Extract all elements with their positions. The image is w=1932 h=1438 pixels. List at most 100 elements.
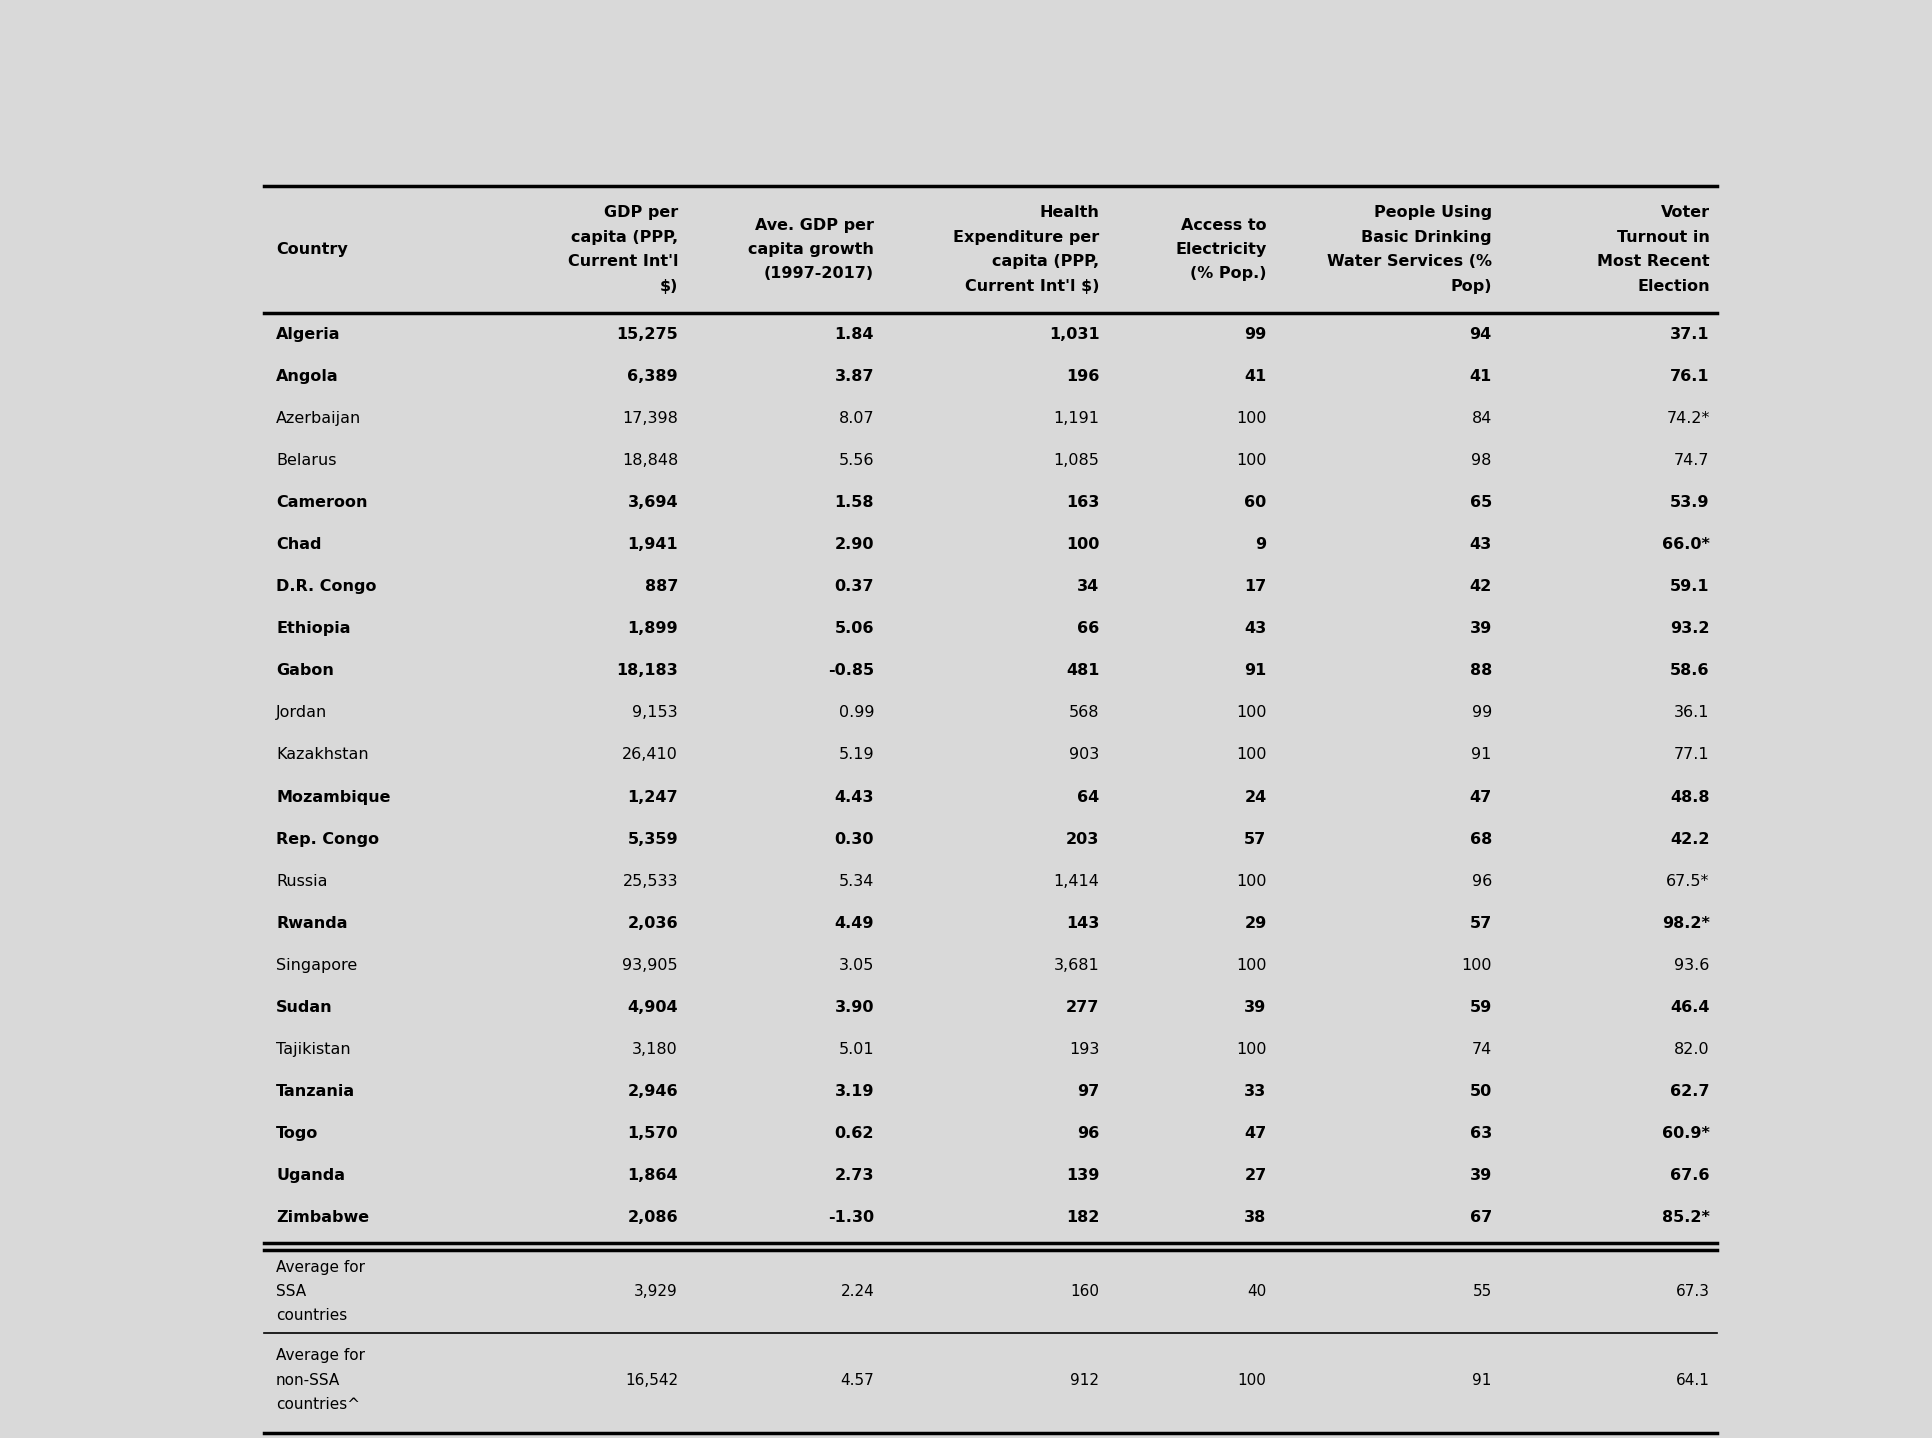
Text: 16,542: 16,542 — [624, 1372, 678, 1388]
Text: Angola: Angola — [276, 368, 338, 384]
Text: 76.1: 76.1 — [1669, 368, 1708, 384]
Text: 67.5*: 67.5* — [1665, 874, 1708, 889]
Text: 27: 27 — [1244, 1168, 1265, 1183]
Text: Togo: Togo — [276, 1126, 319, 1142]
Text: 58.6: 58.6 — [1669, 663, 1708, 679]
Text: 1,570: 1,570 — [628, 1126, 678, 1142]
Text: (1997-2017): (1997-2017) — [763, 266, 873, 282]
Text: countries: countries — [276, 1309, 348, 1323]
Text: 3.05: 3.05 — [838, 958, 873, 974]
Text: 887: 887 — [643, 580, 678, 594]
Text: Jordan: Jordan — [276, 706, 327, 720]
Text: 912: 912 — [1070, 1372, 1099, 1388]
Text: 97: 97 — [1076, 1084, 1099, 1099]
Text: 38: 38 — [1244, 1211, 1265, 1225]
Text: 1,085: 1,085 — [1053, 453, 1099, 467]
Text: 67.3: 67.3 — [1675, 1284, 1708, 1299]
Text: 160: 160 — [1070, 1284, 1099, 1299]
Text: -1.30: -1.30 — [827, 1211, 873, 1225]
Text: 25,533: 25,533 — [622, 874, 678, 889]
Text: 196: 196 — [1065, 368, 1099, 384]
Text: 4.49: 4.49 — [835, 916, 873, 930]
Text: 163: 163 — [1065, 495, 1099, 510]
Text: 96: 96 — [1076, 1126, 1099, 1142]
Text: 1,864: 1,864 — [628, 1168, 678, 1183]
Text: 42: 42 — [1468, 580, 1492, 594]
Text: 1,191: 1,191 — [1053, 411, 1099, 426]
Text: Gabon: Gabon — [276, 663, 334, 679]
Text: 100: 100 — [1235, 874, 1265, 889]
Text: Electricity: Electricity — [1175, 242, 1265, 257]
Text: Zimbabwe: Zimbabwe — [276, 1211, 369, 1225]
Text: Voter: Voter — [1660, 206, 1708, 220]
Text: 9: 9 — [1254, 538, 1265, 552]
Text: Cameroon: Cameroon — [276, 495, 367, 510]
Text: 3.87: 3.87 — [835, 368, 873, 384]
Text: Uganda: Uganda — [276, 1168, 346, 1183]
Text: 4,904: 4,904 — [628, 999, 678, 1015]
Text: 55: 55 — [1472, 1284, 1492, 1299]
Text: 24: 24 — [1244, 789, 1265, 804]
Text: 93.6: 93.6 — [1673, 958, 1708, 974]
Text: 18,183: 18,183 — [616, 663, 678, 679]
Text: 46.4: 46.4 — [1669, 999, 1708, 1015]
Text: Pop): Pop) — [1449, 279, 1492, 293]
Text: 481: 481 — [1065, 663, 1099, 679]
Text: 2,086: 2,086 — [628, 1211, 678, 1225]
Text: Current Int'l $): Current Int'l $) — [964, 279, 1099, 293]
Text: 3,681: 3,681 — [1053, 958, 1099, 974]
Text: 18,848: 18,848 — [622, 453, 678, 467]
Text: 53.9: 53.9 — [1669, 495, 1708, 510]
Text: 100: 100 — [1235, 706, 1265, 720]
Text: 182: 182 — [1065, 1211, 1099, 1225]
Text: Russia: Russia — [276, 874, 327, 889]
Text: 5.56: 5.56 — [838, 453, 873, 467]
Text: 0.37: 0.37 — [835, 580, 873, 594]
Text: 5,359: 5,359 — [628, 831, 678, 847]
Text: 67.6: 67.6 — [1669, 1168, 1708, 1183]
Text: Expenditure per: Expenditure per — [952, 230, 1099, 244]
Text: Mozambique: Mozambique — [276, 789, 390, 804]
Text: 26,410: 26,410 — [622, 748, 678, 762]
Text: Most Recent: Most Recent — [1596, 255, 1708, 269]
Text: 60: 60 — [1244, 495, 1265, 510]
Text: 9,153: 9,153 — [632, 706, 678, 720]
Text: 2.24: 2.24 — [840, 1284, 873, 1299]
Text: 3.90: 3.90 — [835, 999, 873, 1015]
Text: 93.2: 93.2 — [1669, 621, 1708, 636]
Text: 96: 96 — [1470, 874, 1492, 889]
Text: Basic Drinking: Basic Drinking — [1360, 230, 1492, 244]
Text: Country: Country — [276, 242, 348, 257]
Text: 74.7: 74.7 — [1673, 453, 1708, 467]
Text: 2,946: 2,946 — [628, 1084, 678, 1099]
Text: Rwanda: Rwanda — [276, 916, 348, 930]
Text: Health: Health — [1039, 206, 1099, 220]
Text: 139: 139 — [1065, 1168, 1099, 1183]
Text: Access to: Access to — [1180, 217, 1265, 233]
Text: capita (PPP,: capita (PPP, — [570, 230, 678, 244]
Text: 98.2*: 98.2* — [1662, 916, 1708, 930]
Text: 100: 100 — [1461, 958, 1492, 974]
Text: Belarus: Belarus — [276, 453, 336, 467]
Text: Chad: Chad — [276, 538, 321, 552]
Text: 33: 33 — [1244, 1084, 1265, 1099]
Text: $): $) — [659, 279, 678, 293]
Text: 277: 277 — [1065, 999, 1099, 1015]
Text: Singapore: Singapore — [276, 958, 357, 974]
Text: 63: 63 — [1468, 1126, 1492, 1142]
Text: 3.19: 3.19 — [835, 1084, 873, 1099]
Text: 39: 39 — [1468, 1168, 1492, 1183]
Text: (% Pop.): (% Pop.) — [1190, 266, 1265, 282]
Text: 2.90: 2.90 — [835, 538, 873, 552]
Text: 3,180: 3,180 — [632, 1043, 678, 1057]
Text: Water Services (%: Water Services (% — [1325, 255, 1492, 269]
Text: 99: 99 — [1470, 706, 1492, 720]
Text: Sudan: Sudan — [276, 999, 332, 1015]
Text: 39: 39 — [1468, 621, 1492, 636]
Text: 64.1: 64.1 — [1675, 1372, 1708, 1388]
Text: 0.62: 0.62 — [835, 1126, 873, 1142]
Text: 1,247: 1,247 — [628, 789, 678, 804]
Text: 68: 68 — [1468, 831, 1492, 847]
Text: 57: 57 — [1468, 916, 1492, 930]
Text: Average for: Average for — [276, 1349, 365, 1363]
